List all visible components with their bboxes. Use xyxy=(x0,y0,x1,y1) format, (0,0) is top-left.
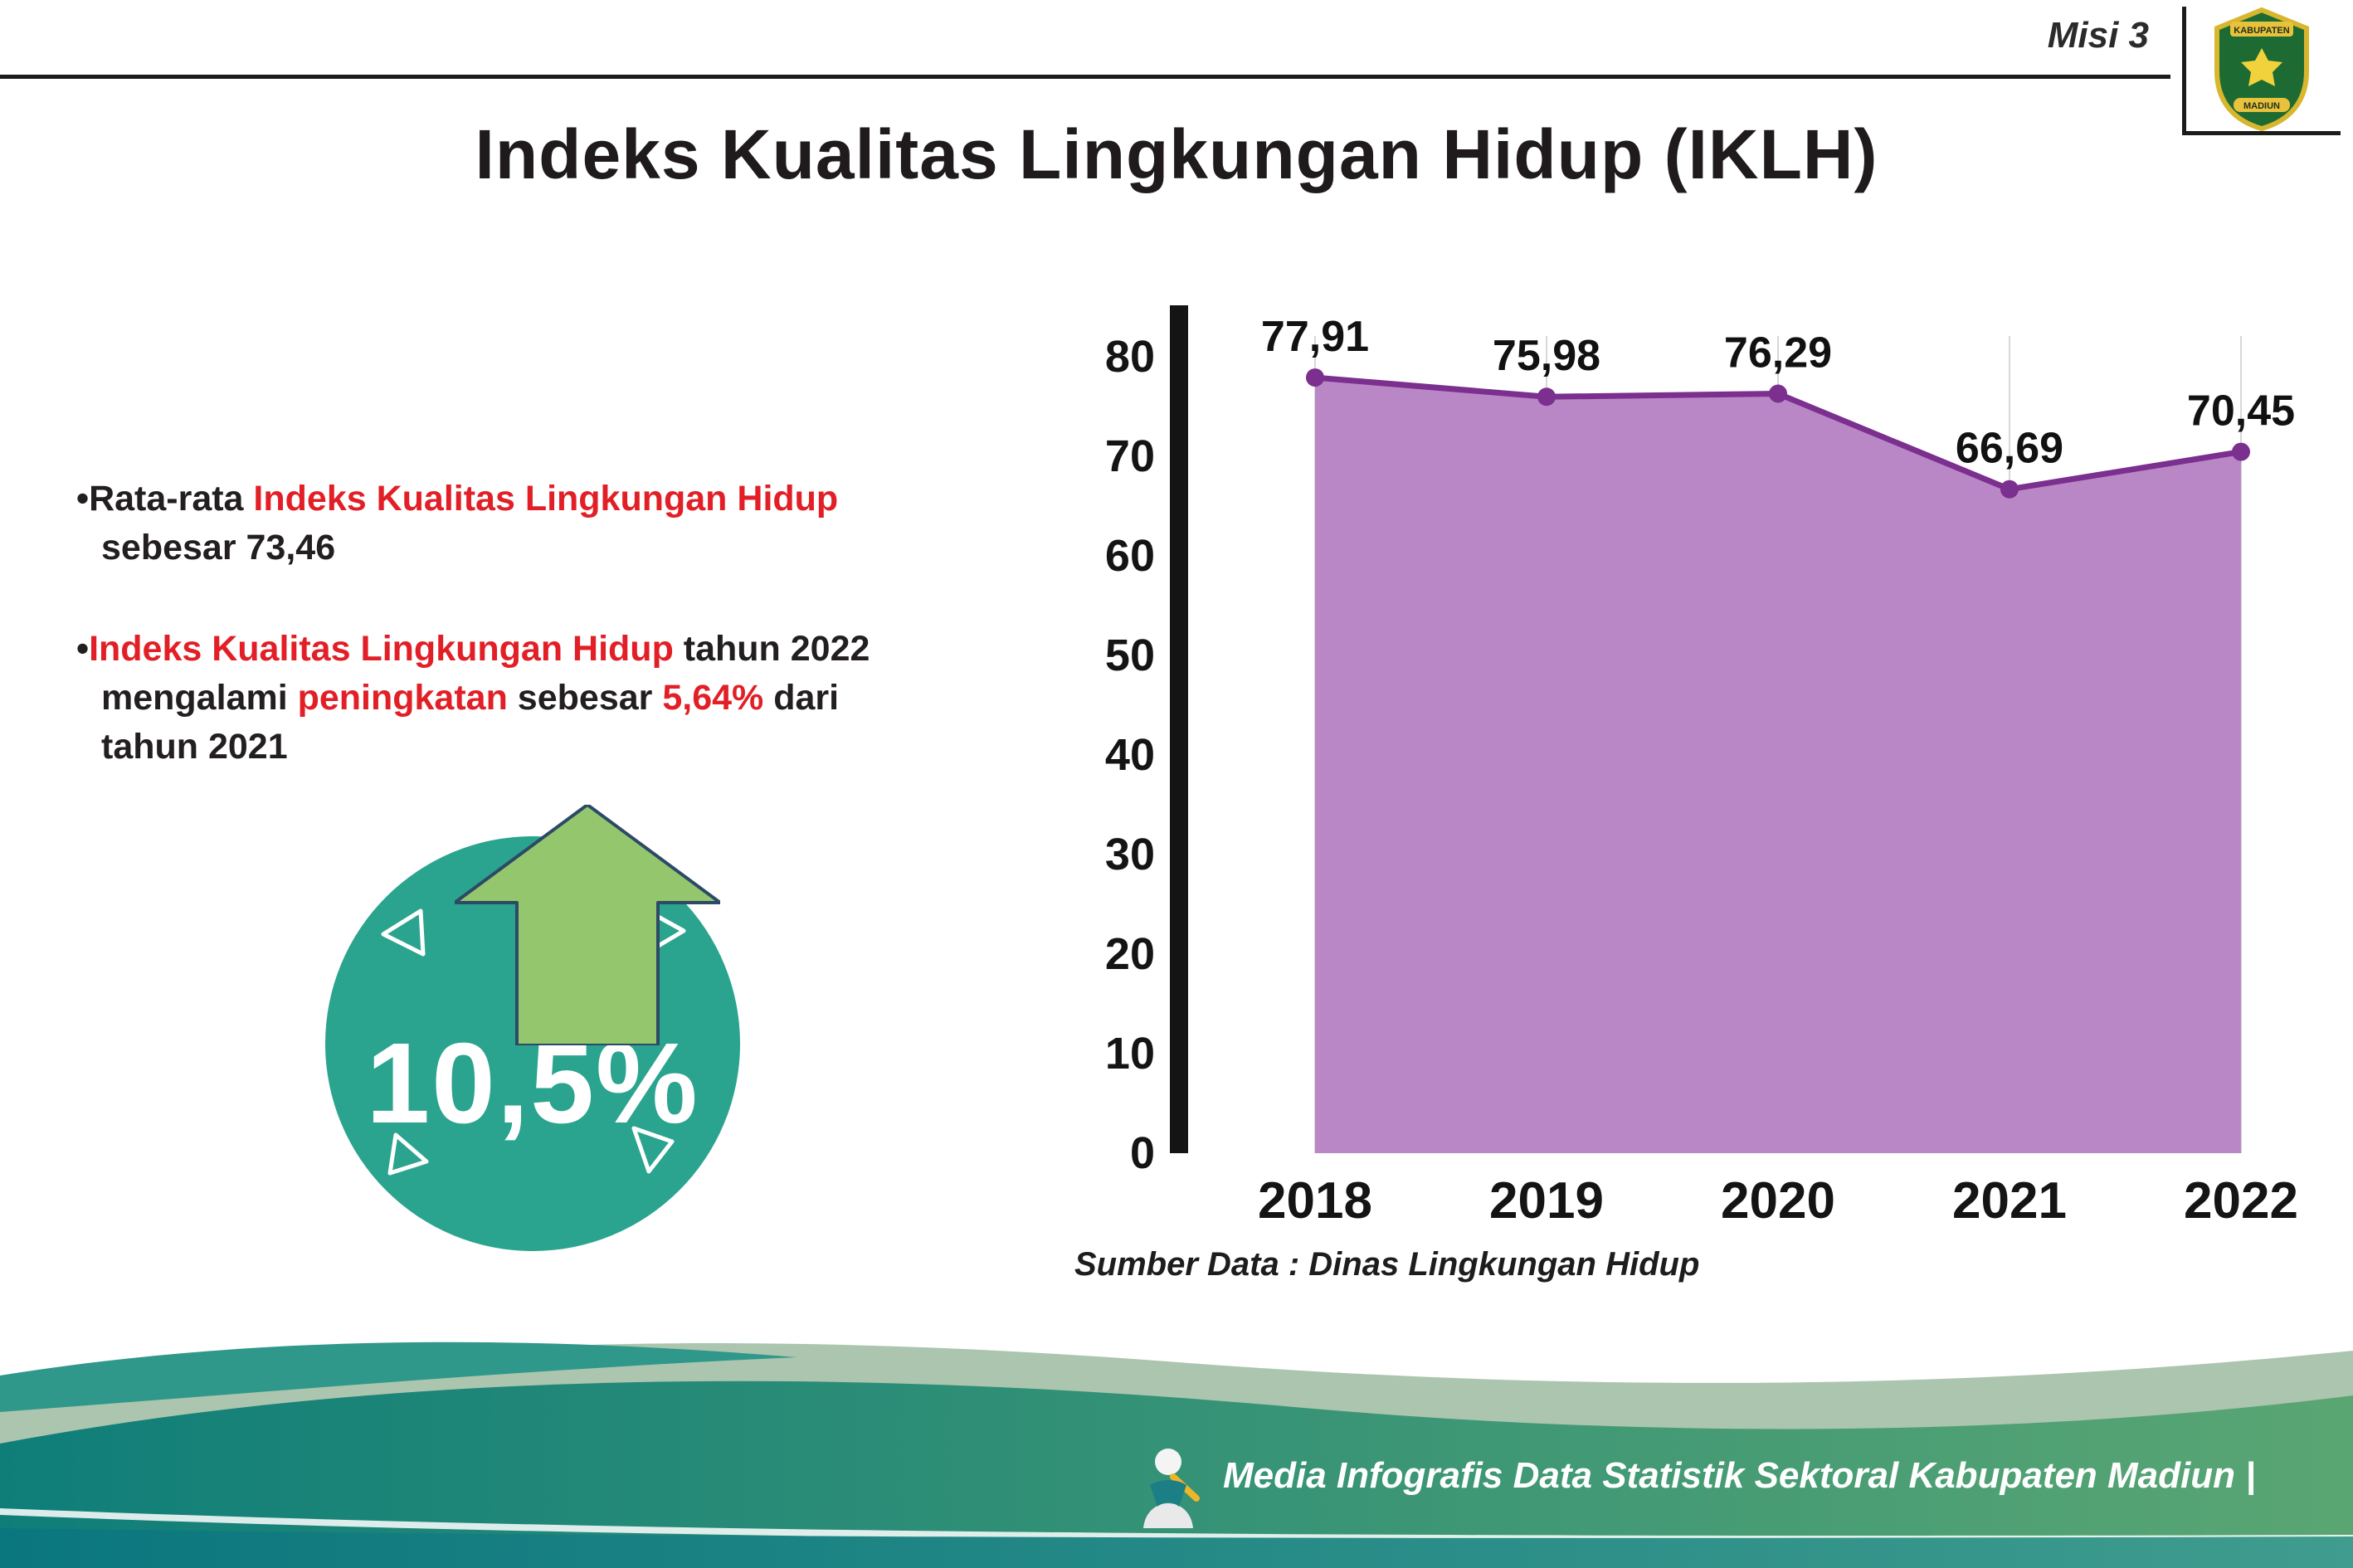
value-label: 77,91 xyxy=(1261,313,1369,361)
bullet-item: •Rata-rata Indeks Kualitas Lingkungan Hi… xyxy=(76,475,1089,573)
mascot-book xyxy=(1150,1480,1186,1507)
y-tick-label: 20 xyxy=(1105,929,1155,979)
y-tick-label: 50 xyxy=(1105,631,1155,680)
value-label: 70,45 xyxy=(2187,387,2295,436)
mascot-body xyxy=(1143,1503,1193,1528)
value-label: 76,29 xyxy=(1724,329,1832,377)
x-tick-label: 2019 xyxy=(1489,1172,1604,1230)
logo-banner-top xyxy=(2230,22,2293,37)
footer-text: Media Infografis Data Statistik Sektoral… xyxy=(1223,1455,2256,1496)
bullet-text: Indeks Kualitas Lingkungan Hidup tahun 2… xyxy=(89,629,870,767)
x-tick-label: 2022 xyxy=(2184,1172,2298,1230)
wave-crescent xyxy=(0,1342,797,1412)
text-segment: tahun 2022 xyxy=(673,628,870,669)
text-segment: Rata-rata xyxy=(89,479,254,519)
y-axis xyxy=(1170,305,1188,1153)
x-tick-label: 2018 xyxy=(1258,1172,1372,1230)
text-segment: sebesar xyxy=(507,677,663,718)
up-arrow-icon xyxy=(455,805,720,1045)
text-segment: sebesar 73,46 xyxy=(101,528,336,568)
wave-band-main xyxy=(0,1381,2353,1568)
page-title: Indeks Kualitas Lingkungan Hidup (IKLH) xyxy=(475,115,1878,193)
data-point xyxy=(1306,368,1324,387)
value-label: 75,98 xyxy=(1493,332,1600,380)
x-tick-label: 2020 xyxy=(1721,1172,1835,1230)
text-segment: tahun 2021 xyxy=(101,727,288,767)
mascot-icon xyxy=(1143,1449,1200,1528)
misi-label: Misi 3 xyxy=(2047,15,2149,56)
y-tick-label: 30 xyxy=(1105,830,1155,879)
bullet-marker: • xyxy=(76,479,90,519)
y-tick-label: 70 xyxy=(1105,431,1155,481)
y-tick-label: 0 xyxy=(1130,1128,1155,1178)
chart-area xyxy=(1315,377,2241,1153)
text-segment: Indeks Kualitas Lingkungan Hidup xyxy=(253,479,839,519)
iklh-chart: 0 10 20 30 40 50 60 70 80 77,91 75,98 76,29 66,69 70,… xyxy=(1029,299,2353,1278)
data-point xyxy=(1537,387,1556,407)
logo-star-icon xyxy=(2241,48,2282,86)
y-tick-label: 40 xyxy=(1105,730,1155,780)
text-segment: Indeks Kualitas Lingkungan Hidup xyxy=(89,628,674,669)
arrow-shape xyxy=(455,805,720,1045)
logo-top-text: KABUPATEN xyxy=(2234,26,2289,36)
text-segment: dari xyxy=(763,677,840,718)
header-rule xyxy=(0,75,2170,79)
data-point xyxy=(2232,442,2250,461)
logo-shield-icon: KABUPATEN MADIUN xyxy=(2214,7,2309,131)
wave-bottom-bar xyxy=(0,1528,2353,1568)
y-tick-label: 80 xyxy=(1105,332,1155,382)
kabupaten-madiun-logo: KABUPATEN MADIUN xyxy=(2182,7,2341,135)
x-tick-label: 2021 xyxy=(1952,1172,2067,1230)
y-tick-label: 10 xyxy=(1105,1029,1155,1079)
text-segment: peningkatan xyxy=(297,677,508,718)
chart-source-caption: Sumber Data : Dinas Lingkungan Hidup xyxy=(1074,1246,1700,1283)
text-segment: mengalami xyxy=(101,677,298,718)
bullet-list: •Rata-rata Indeks Kualitas Lingkungan Hi… xyxy=(76,475,1089,824)
value-label: 66,69 xyxy=(1956,425,2063,473)
bullet-marker: • xyxy=(76,628,90,669)
mascot-head xyxy=(1155,1449,1181,1475)
bullet-text: Rata-rata Indeks Kualitas Lingkungan Hid… xyxy=(89,479,838,567)
text-segment: 5,64% xyxy=(662,677,764,718)
bullet-item: •Indeks Kualitas Lingkungan Hidup tahun … xyxy=(76,625,1089,772)
logo-banner-bottom xyxy=(2234,98,2290,112)
iklh-area-chart: 0 10 20 30 40 50 60 70 80 77,91 75,98 76,29 66,69 70,… xyxy=(1105,305,2298,1230)
data-point xyxy=(1769,384,1787,403)
logo-bottom-text: MADIUN xyxy=(2243,101,2280,111)
data-point xyxy=(2000,480,2019,499)
y-tick-label: 60 xyxy=(1105,531,1155,581)
